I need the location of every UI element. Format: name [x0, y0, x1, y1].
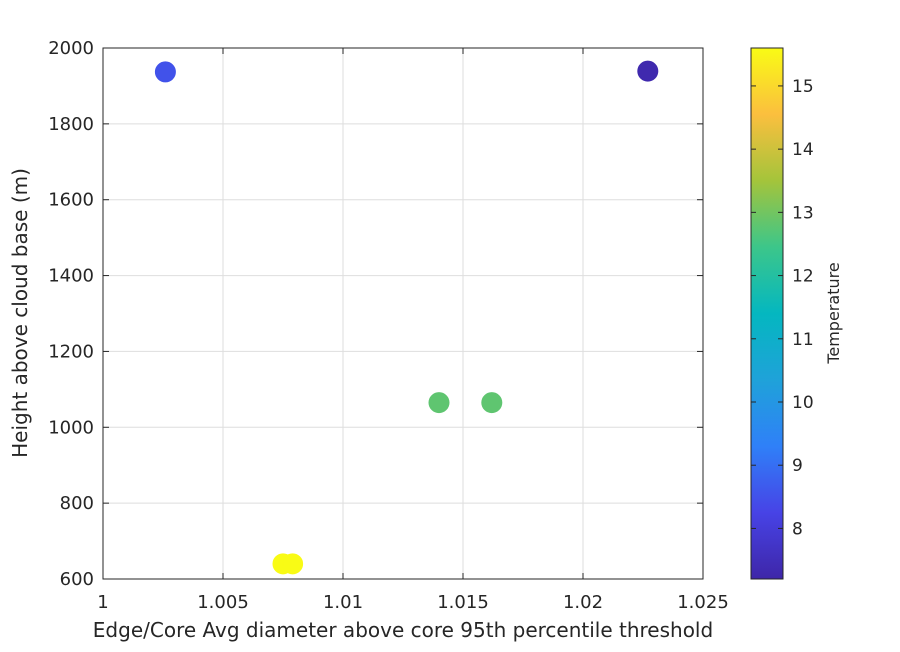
x-tick-label: 1.005 — [197, 592, 249, 613]
colorbar-ticks: 8 9 10 11 12 13 14 15 — [751, 77, 814, 539]
x-tick-label: 1.015 — [437, 592, 489, 613]
scatter-point — [154, 61, 176, 83]
y-tick-label: 1600 — [48, 190, 94, 211]
x-axis-title: Edge/Core Avg diameter above core 95th p… — [93, 618, 713, 642]
scatter-point — [481, 392, 503, 414]
y-axis-title: Height above cloud base (m) — [8, 168, 32, 458]
y-tick-label: 1800 — [48, 114, 94, 135]
scatter-point — [637, 60, 659, 82]
colorbar — [750, 47, 784, 580]
colorbar-tick-label: 9 — [792, 456, 803, 476]
colorbar-tick-label: 13 — [792, 203, 814, 223]
colorbar-tick-label: 15 — [792, 77, 814, 97]
plot-area — [103, 48, 703, 579]
y-tick-label: 1400 — [48, 266, 94, 287]
y-tick-label: 1200 — [48, 341, 94, 362]
grid — [103, 48, 703, 579]
x-tick-label: 1.02 — [563, 592, 603, 613]
colorbar-tick-label: 14 — [792, 140, 814, 160]
scatter-point — [282, 553, 304, 575]
x-axis-ticks: 1 1.005 1.01 1.015 1.02 1.025 — [97, 48, 729, 613]
scatter-point — [428, 392, 450, 414]
colorbar-tick-label: 11 — [792, 330, 814, 350]
y-axis-ticks: 600 800 1000 1200 1400 1600 1800 2000 — [48, 38, 703, 590]
plot-frame — [102, 47, 704, 580]
y-tick-label: 600 — [60, 569, 94, 590]
colorbar-tick-label: 10 — [792, 393, 814, 413]
data-points — [154, 60, 659, 575]
colorbar-title: Temperature — [824, 262, 843, 364]
colorbar-tick-label: 8 — [792, 519, 803, 539]
y-tick-label: 800 — [60, 493, 94, 514]
x-tick-label: 1.01 — [323, 592, 363, 613]
y-tick-label: 2000 — [48, 38, 94, 59]
x-tick-label: 1.025 — [677, 592, 729, 613]
y-tick-label: 1000 — [48, 417, 94, 438]
x-tick-label: 1 — [97, 592, 108, 613]
colorbar-tick-label: 12 — [792, 267, 814, 287]
